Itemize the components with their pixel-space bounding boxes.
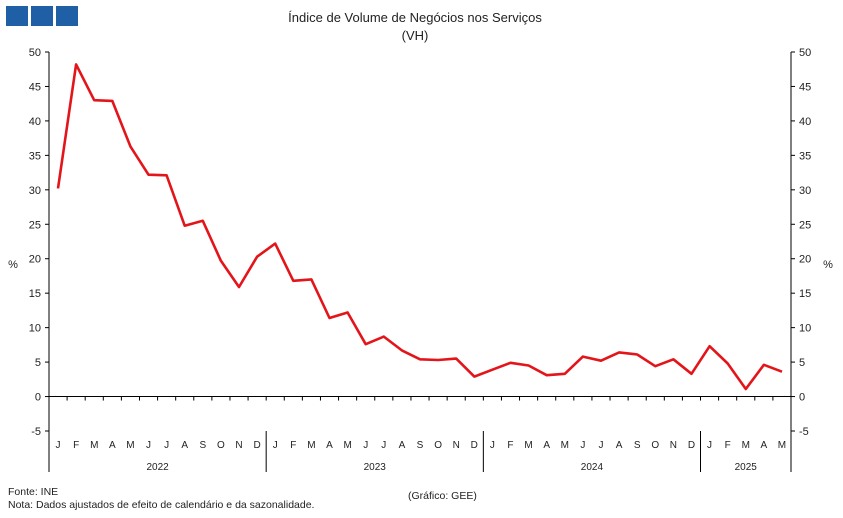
chart-title: Índice de Volume de Negócios nos Serviço… [288,10,542,25]
x-month-label: J [580,440,585,451]
y-tick-label-right: 35 [799,150,811,162]
y-tick-label-left: 5 [35,357,41,369]
y-tick-label-left: 45 [29,81,41,93]
x-month-label: O [651,440,659,451]
x-month-label: D [471,440,478,451]
x-year-label: 2024 [581,462,604,473]
x-month-label: F [73,440,79,451]
x-month-label: O [217,440,225,451]
x-month-label: J [273,440,278,451]
logo-block-3 [56,6,78,26]
chart-subtitle: (VH) [402,28,429,43]
y-tick-label-right: 5 [799,357,805,369]
y-tick-label-left: 10 [29,323,41,335]
x-month-label: M [307,440,315,451]
x-month-label: F [290,440,296,451]
source-note: Fonte: INE [8,486,59,498]
footnote: Nota: Dados ajustados de efeito de calen… [8,499,315,511]
y-tick-label-left: 0 [35,392,41,404]
x-month-label: J [490,440,495,451]
x-month-label: D [688,440,695,451]
y-tick-label-left: 35 [29,150,41,162]
x-month-label: N [670,440,677,451]
y-tick-label-right: 30 [799,185,811,197]
x-year-label: 2025 [735,462,758,473]
y-axis-label-right: % [823,259,833,271]
y-tick-label-right: 20 [799,254,811,266]
x-month-label: N [235,440,242,451]
x-month-label: J [56,440,61,451]
x-month-label: A [761,440,768,451]
series-layer [56,63,783,391]
y-tick-label-left: 50 [29,47,41,59]
x-month-label: J [707,440,712,451]
y-tick-label-right: 15 [799,288,811,300]
x-year-label: 2022 [146,462,169,473]
x-month-label: M [524,440,532,451]
y-tick-label-right: 25 [799,219,811,231]
y-tick-label-left: 20 [29,254,41,266]
y-tick-label-right: 45 [799,81,811,93]
x-month-label: J [146,440,151,451]
y-tick-label-right: -5 [799,426,809,438]
x-year-label: 2023 [364,462,387,473]
y-tick-label-right: 40 [799,116,811,128]
y-tick-label-left: 30 [29,185,41,197]
x-month-label: M [90,440,98,451]
x-month-label: J [381,440,386,451]
x-month-label: M [126,440,134,451]
x-month-label: F [725,440,731,451]
x-month-label: A [543,440,550,451]
x-month-label: M [561,440,569,451]
x-month-label: A [399,440,406,451]
x-month-label: A [181,440,188,451]
x-month-label: A [109,440,116,451]
y-tick-label-right: 10 [799,323,811,335]
x-month-label: S [199,440,206,451]
logo-block-2 [31,6,53,26]
chart-credit: (Gráfico: GEE) [408,490,477,502]
x-month-label: S [417,440,424,451]
x-month-label: M [742,440,750,451]
x-month-label: A [616,440,623,451]
x-month-label: J [598,440,603,451]
x-month-label: A [326,440,333,451]
series-line [56,63,783,391]
x-month-label: O [434,440,442,451]
y-axis-label-left: % [8,259,18,271]
institution-logo-icon [6,6,78,26]
x-month-label: S [634,440,641,451]
y-tick-label-right: 0 [799,392,805,404]
y-tick-label-left: 25 [29,219,41,231]
y-tick-label-left: 40 [29,116,41,128]
x-month-label: F [507,440,513,451]
x-month-label: N [453,440,460,451]
y-tick-label-right: 50 [799,47,811,59]
x-month-label: D [254,440,261,451]
y-tick-label-left: -5 [31,426,41,438]
x-month-label: M [778,440,786,451]
x-month-label: J [164,440,169,451]
logo-block-1 [6,6,28,26]
y-tick-label-left: 15 [29,288,41,300]
x-month-label: J [363,440,368,451]
x-month-label: M [343,440,351,451]
